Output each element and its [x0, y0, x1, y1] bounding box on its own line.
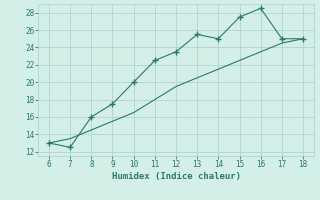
X-axis label: Humidex (Indice chaleur): Humidex (Indice chaleur)	[111, 172, 241, 181]
